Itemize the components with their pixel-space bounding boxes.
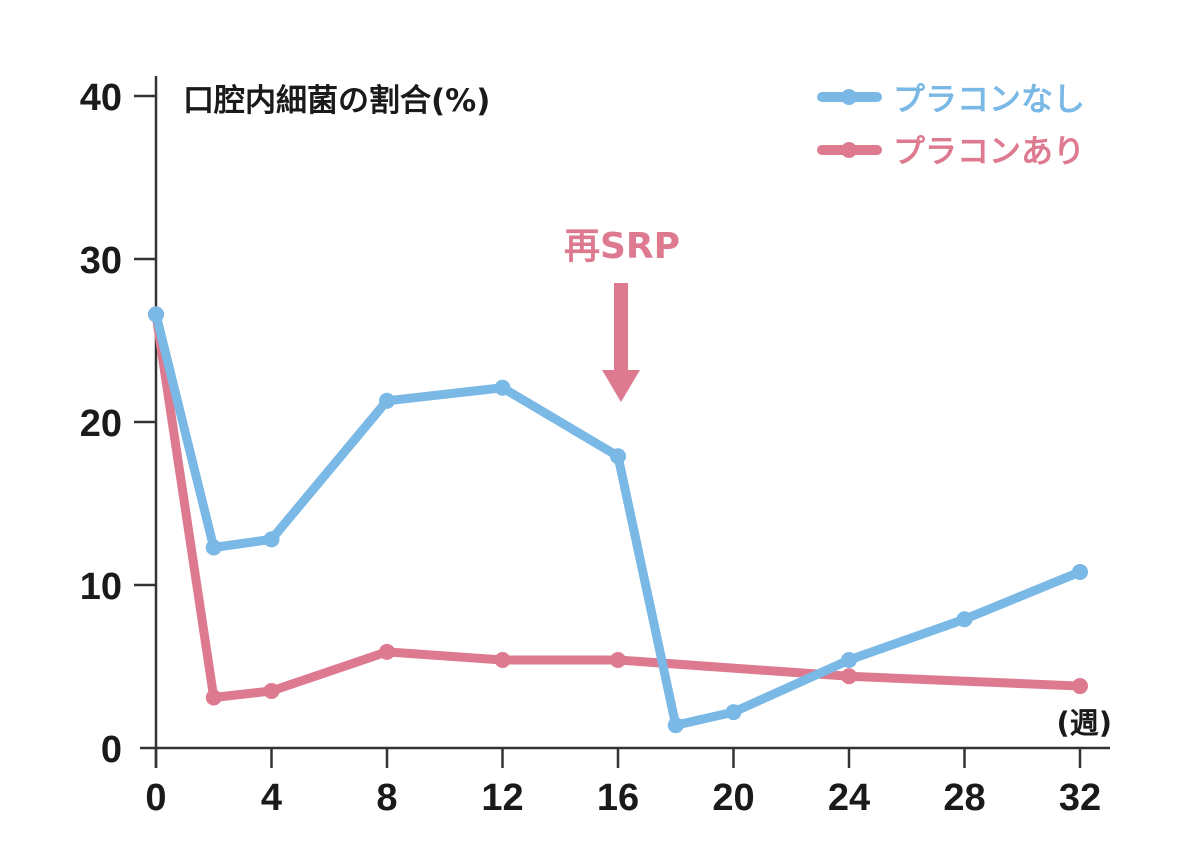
data-point xyxy=(263,682,280,699)
legend-item-with-placon: プラコンあり xyxy=(817,132,1085,170)
y-axis-ticks: 0 10 20 30 40 xyxy=(80,77,156,771)
data-point xyxy=(379,643,395,660)
data-point xyxy=(494,651,511,668)
y-tick-label: 40 xyxy=(80,77,122,119)
data-point xyxy=(841,651,857,668)
data-point xyxy=(1072,563,1088,580)
data-point xyxy=(610,448,626,465)
x-tick-label: 20 xyxy=(712,777,754,819)
legend-line-marker-icon xyxy=(817,89,882,105)
legend-item-no-placon: プラコンなし xyxy=(817,80,1085,118)
data-point xyxy=(205,539,222,556)
y-axis-title: 口腔内細菌の割合(%) xyxy=(183,83,490,119)
data-point xyxy=(956,611,973,628)
y-tick-label: 0 xyxy=(101,729,122,771)
x-tick-label: 32 xyxy=(1059,777,1101,819)
x-tick-label: 16 xyxy=(597,777,639,819)
series-no-placon xyxy=(148,306,1088,734)
legend-label: プラコンなし xyxy=(893,80,1085,118)
data-point xyxy=(148,306,164,323)
y-tick-label: 30 xyxy=(80,240,122,282)
legend-line-marker-icon xyxy=(817,142,882,158)
x-tick-label: 12 xyxy=(481,777,523,819)
arrow-down-icon xyxy=(602,283,640,402)
data-point xyxy=(494,379,511,396)
x-axis-unit-label: (週) xyxy=(1056,706,1112,740)
x-tick-label: 4 xyxy=(261,777,282,819)
x-tick-label: 8 xyxy=(376,777,397,819)
resrp-label: 再SRP xyxy=(564,226,680,267)
x-tick-label: 28 xyxy=(943,777,985,819)
data-point xyxy=(725,704,742,721)
series-layer xyxy=(148,306,1088,734)
y-tick-label: 20 xyxy=(80,403,122,445)
legend: プラコンなし プラコンあり xyxy=(817,80,1085,170)
data-point xyxy=(1072,678,1088,695)
data-point xyxy=(610,651,626,668)
y-tick-label: 10 xyxy=(80,566,122,608)
data-point xyxy=(841,668,857,685)
data-point xyxy=(205,689,222,706)
x-tick-label: 24 xyxy=(828,777,870,819)
x-tick-label: 0 xyxy=(145,777,166,819)
data-point xyxy=(379,392,395,409)
data-point xyxy=(667,717,684,734)
resrp-annotation: 再SRP xyxy=(564,226,680,402)
data-point xyxy=(263,531,280,548)
x-axis-ticks: 0 4 8 12 16 20 24 28 32 xyxy=(145,748,1101,819)
legend-label: プラコンあり xyxy=(893,132,1085,170)
